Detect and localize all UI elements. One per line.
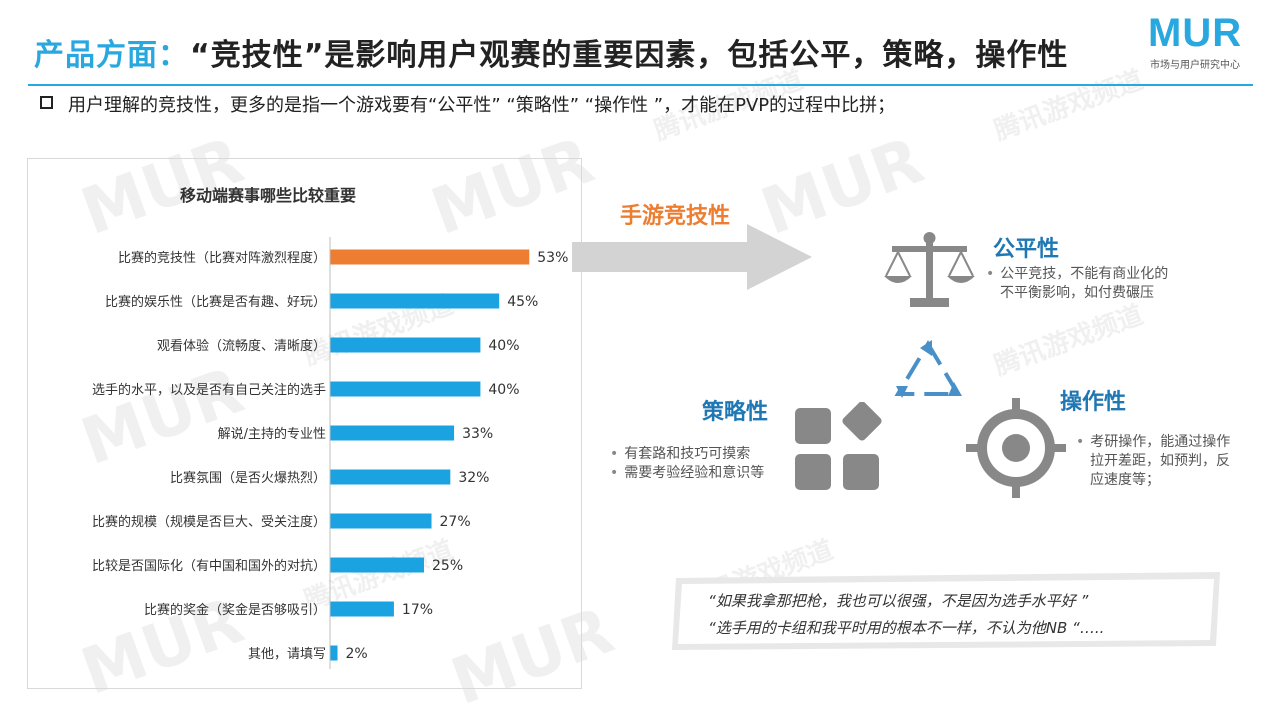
core-label: 手游竞技性 [620,204,731,229]
value-label: 25% [432,558,463,574]
operation-desc-line: 考研操作，能通过操作 [1090,434,1231,450]
quote-line: “如果我拿那把枪，我也可以很强，不是因为选手水平好 ” [708,592,1089,610]
title-divider [28,84,1253,86]
category-label: 解说/主持的专业性 [218,426,326,442]
value-label: 2% [346,646,368,662]
quote-box [672,572,1220,650]
category-label: 观看体验（流畅度、清晰度） [157,338,326,354]
bullet-dot: • [610,446,619,462]
chart-panel: 移动端赛事哪些比较重要比赛的竞技性（比赛对阵激烈程度） 53% 比赛的娱乐性（比赛是… [27,158,582,689]
value-label: 32% [458,470,489,486]
right-arrow-icon [572,224,812,290]
bar [330,293,500,309]
category-label: 比赛的奖金（奖金是否够吸引） [144,602,326,618]
bar [330,337,481,353]
cycle-arrows-icon [894,340,962,398]
blocks-icon [795,402,882,490]
page-title: “竞技性”是影响用户观赛的重要因素，包括公平，策略，操作性 [190,38,1069,73]
strategy-title: 策略性 [702,400,769,425]
value-label: 53% [537,250,568,266]
bar [330,645,338,661]
operation-desc-line: 应速度等； [1090,472,1160,488]
strategy-desc: • 有套路和技巧可摸索 • 需要考验经验和意识等 [610,445,764,483]
fairness-desc: • 公平竞技，不能有商业化的 不平衡影响，如付费碾压 [986,265,1168,303]
bar [330,469,451,485]
category-label: 其他，请填写 [248,647,326,662]
logo-subtitle: 市场与用户研究中心 [1150,60,1240,71]
crosshair-target-icon [966,398,1066,498]
value-label: 45% [507,294,538,310]
bar [330,381,481,397]
bullet-dot: • [610,465,619,481]
bar [330,513,432,529]
fairness-desc-line: 公平竞技，不能有商业化的 [1000,266,1169,282]
logo-text: MUR [1148,11,1243,55]
category-label: 比赛的娱乐性（比赛是否有趣、好玩） [105,294,326,310]
operation-desc-line: 拉开差距，如预判，反 [1090,453,1230,469]
strategy-desc-line: 需要考验经验和意识等 [624,465,765,481]
category-label: 选手的水平，以及是否有自己关注的选手 [92,382,326,398]
value-label: 40% [488,338,519,354]
category-label: 比赛的规模（规模是否巨大、受关注度） [92,514,326,530]
chart-title: 移动端赛事哪些比较重要 [180,186,356,205]
bar [330,601,394,617]
fairness-desc-line: 不平衡影响，如付费碾压 [1000,285,1154,301]
value-label: 33% [462,426,493,442]
square-bullet-icon [40,96,53,109]
strategy-desc-line: 有套路和技巧可摸索 [624,446,751,462]
bar [330,425,455,441]
category-label: 比赛的竞技性（比赛对阵激烈程度） [118,250,326,266]
mur-logo: MUR 市场与用户研究中心 [1148,11,1268,71]
value-label: 40% [488,382,519,398]
balance-scale-icon [884,232,975,307]
quote-line: “选手用的卡组和我平时用的根本不一样，不认为他NB “….. [708,619,1105,637]
category-label: 比较是否国际化（有中国和国外的对抗） [92,558,326,574]
fairness-title: 公平性 [993,237,1060,262]
operation-title: 操作性 [1060,390,1127,415]
subtitle-text: 用户理解的竞技性，更多的是指一个游戏要有“公平性” “策略性” “操作性 ”，才… [68,95,896,116]
value-label: 27% [440,514,471,530]
bar [330,557,424,573]
bullet-dot: • [1076,434,1085,450]
category-label: 比赛氛围（是否火爆热烈） [170,470,326,486]
title-prefix: 产品方面： [34,38,189,73]
bar [330,249,530,265]
operation-desc: • 考研操作，能通过操作 拉开差距，如预判，反 应速度等； [1076,433,1230,490]
watermark-qq: 腾讯游戏频道 [990,300,1148,382]
bullet-dot: • [986,266,995,282]
value-label: 17% [402,602,433,618]
